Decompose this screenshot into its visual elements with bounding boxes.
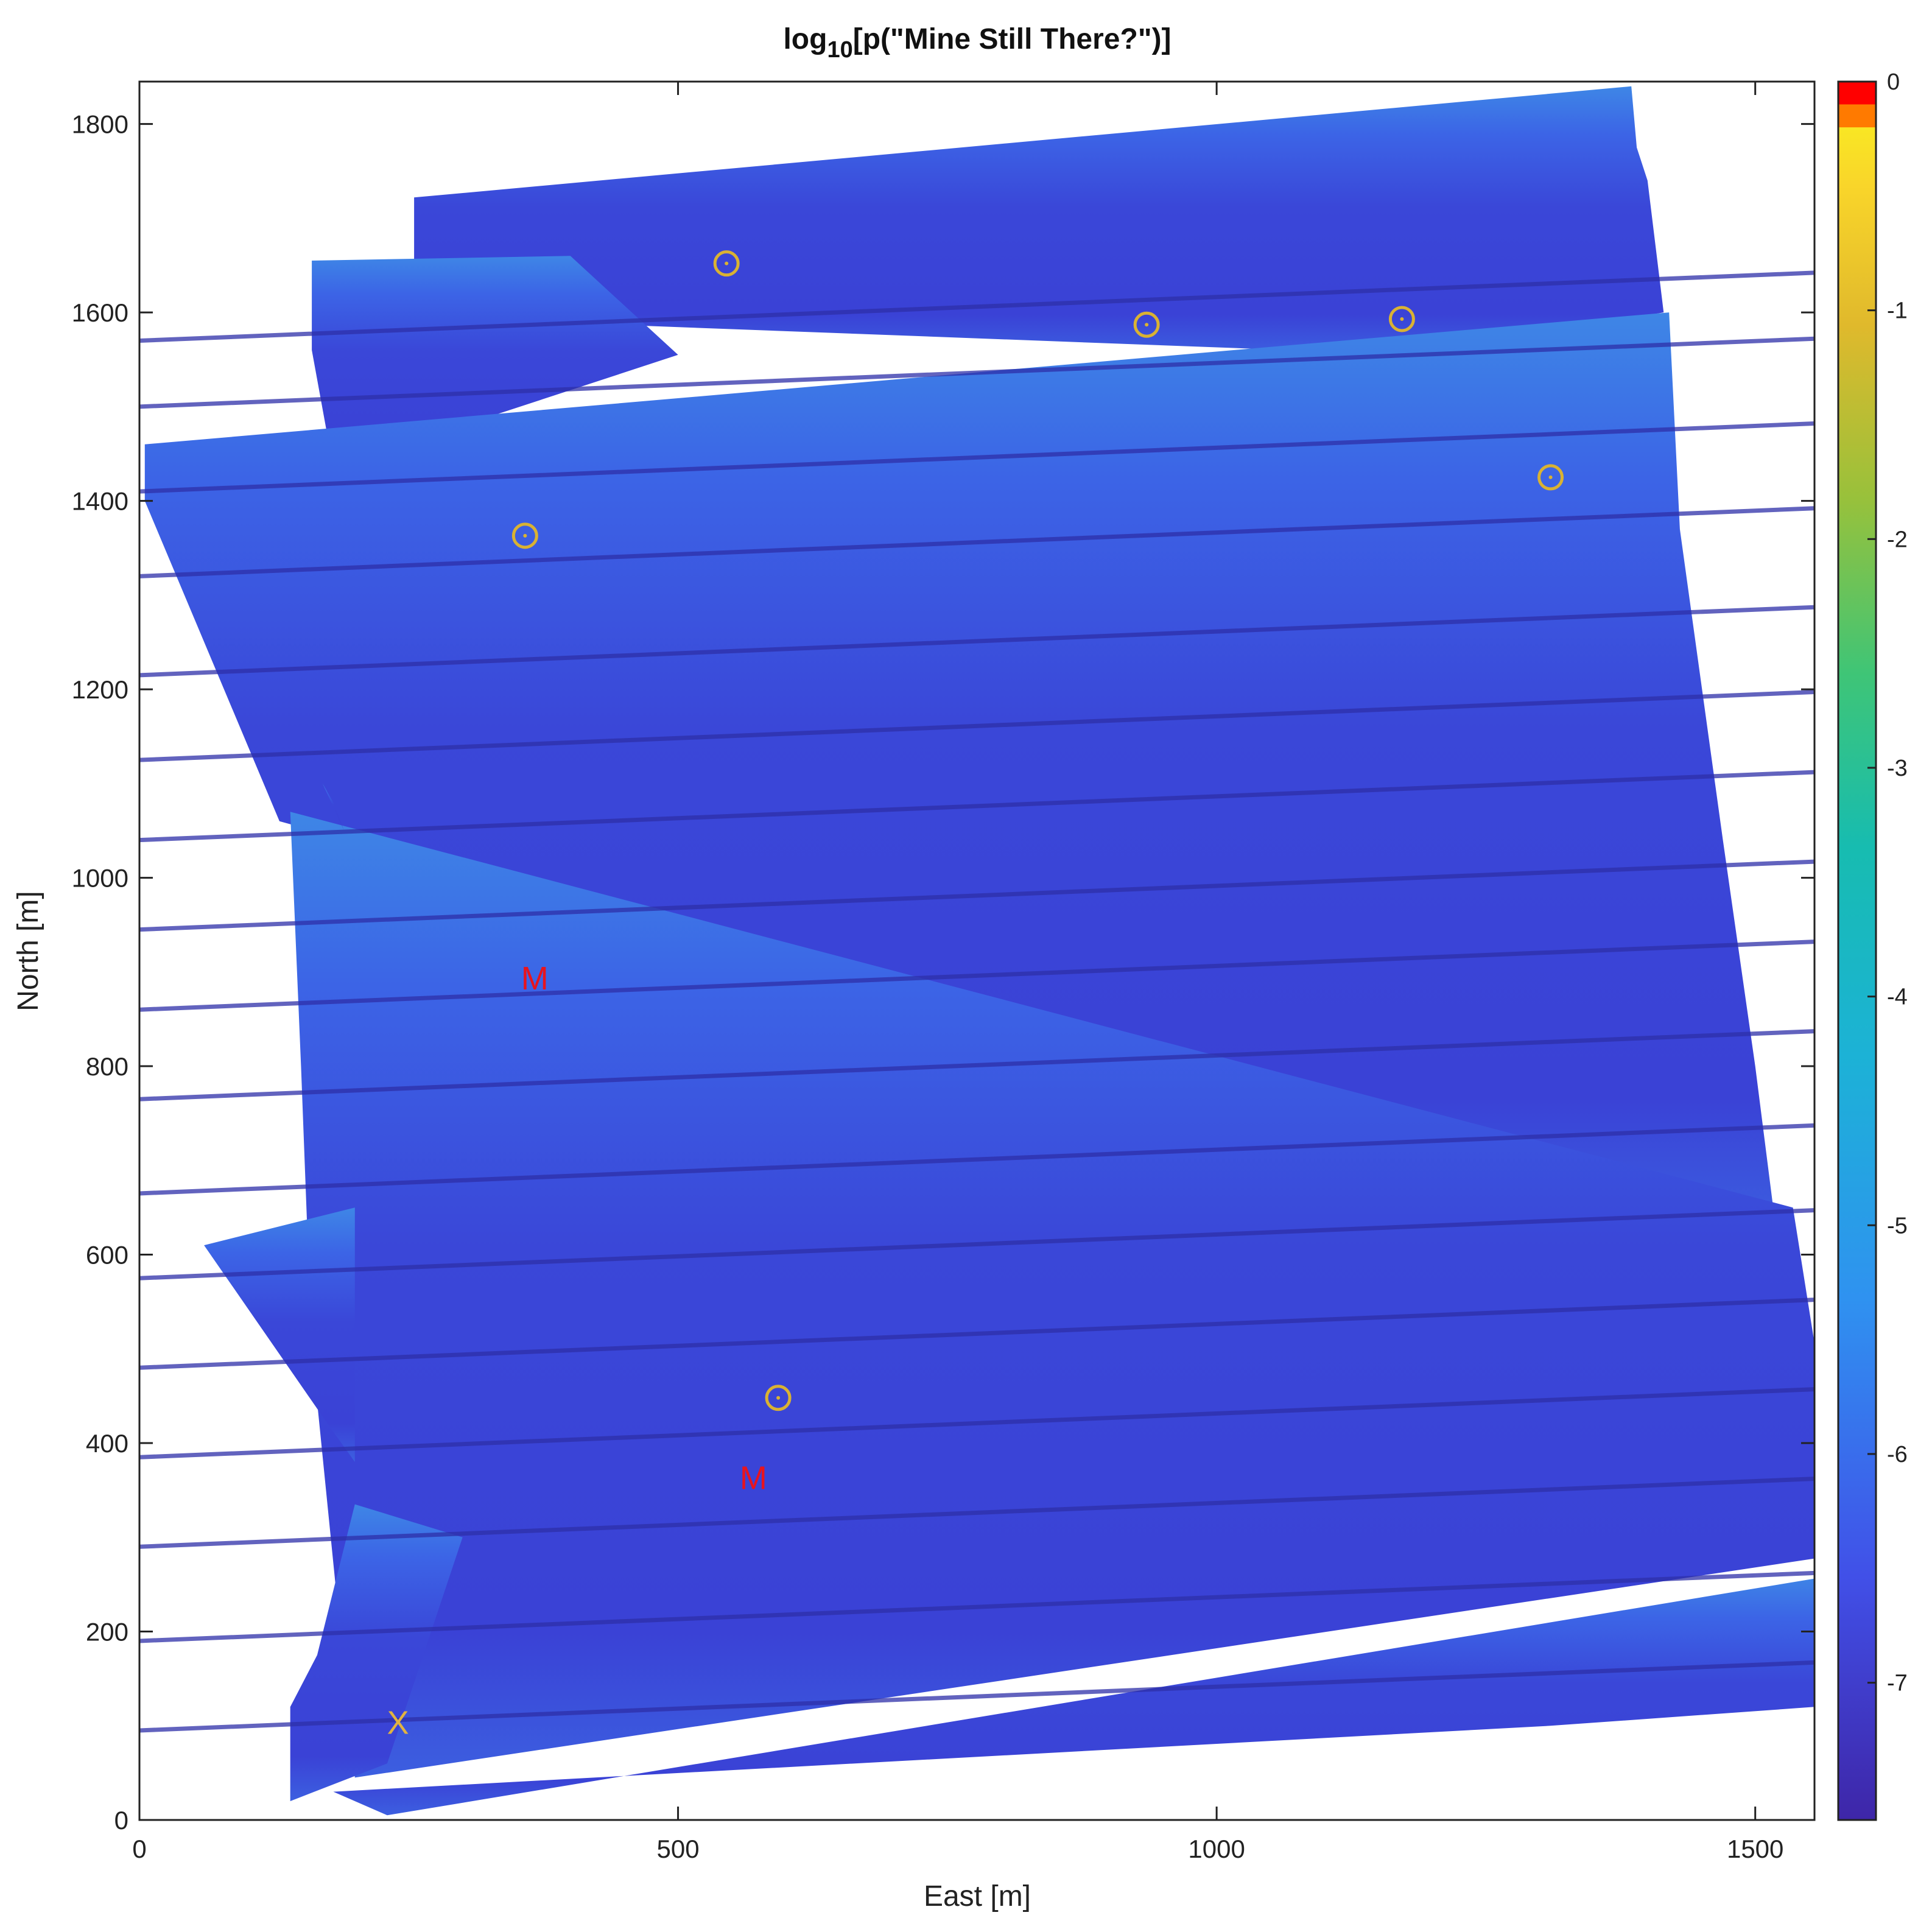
x-tick-label-1: 500 (657, 1835, 700, 1863)
pass-line-10 (139, 1123, 1814, 1196)
colorbar-top-bands (1838, 82, 1876, 128)
survey-patch-1 (312, 256, 678, 468)
survey-patch-0 (414, 86, 1664, 355)
marker-m-7: M (740, 1460, 767, 1496)
marker-circle-2 (1388, 306, 1415, 332)
pass-line-3 (139, 506, 1814, 578)
colorbar-tick-label-1: -1 (1887, 298, 1908, 324)
probability-field (144, 86, 1814, 1816)
pass-line-5 (139, 690, 1814, 762)
y-tick-label-9: 1800 (72, 110, 128, 139)
colorbar-tick-label-7: -7 (1887, 1671, 1908, 1696)
colorbar-band-0 (1838, 82, 1876, 105)
survey-patch-5 (322, 783, 345, 831)
chart-title-base: log (783, 23, 827, 55)
pass-line-0 (139, 270, 1814, 343)
marker-circle-0 (713, 250, 740, 277)
survey-patch-7 (333, 1578, 1814, 1816)
pass-lines (139, 270, 1814, 1733)
marker-dot-3 (1548, 475, 1553, 479)
survey-patch-6 (290, 1504, 463, 1802)
marker-circle-3 (1537, 464, 1564, 491)
y-tick-label-6: 1200 (72, 675, 128, 704)
colorbar-frame (1837, 80, 1877, 1821)
x-tick-label-2: 1000 (1188, 1835, 1245, 1863)
marker-m-6: M (521, 960, 549, 997)
colorbar-tick-label-5: -5 (1887, 1213, 1908, 1238)
pass-line-15 (139, 1570, 1814, 1643)
y-tick-label-8: 1600 (72, 298, 128, 327)
survey-patch-2 (144, 312, 1777, 1236)
plot-frame (138, 80, 1816, 1821)
pass-line-2 (139, 421, 1814, 494)
pass-line-4 (139, 605, 1814, 678)
marker-circle-5 (765, 1385, 792, 1411)
y-axis-label: North [m] (12, 891, 44, 1011)
marker-dot-5 (776, 1396, 781, 1400)
chart-title: log10[p("Mine Still There?")] (783, 23, 1171, 63)
pass-line-13 (139, 1387, 1814, 1460)
pass-line-8 (139, 940, 1814, 1012)
x-tick-label-3: 1500 (1727, 1835, 1783, 1863)
pass-line-14 (139, 1477, 1814, 1549)
pass-line-12 (139, 1298, 1814, 1370)
pass-line-6 (139, 770, 1814, 843)
x-tick-label-0: 0 (132, 1835, 146, 1863)
pass-line-16 (139, 1660, 1814, 1733)
marker-dot-0 (725, 261, 729, 265)
colorbar-tick-label-2: -2 (1887, 527, 1908, 552)
chart-title-subscript: 10 (827, 37, 852, 63)
marker-dot-1 (1145, 323, 1149, 327)
colorbar: 0 -1 -2 -3 -4 -5 -6 -7 (1837, 69, 1908, 1821)
x-axis-label: East [m] (924, 1880, 1031, 1913)
x-axis: 0 500 1000 1500 (132, 82, 1783, 1863)
chart-title-rest: [p("Mine Still There?")] (853, 23, 1171, 55)
marker-dot-4 (523, 533, 527, 538)
y-tick-label-1: 200 (86, 1618, 128, 1646)
y-tick-label-4: 800 (86, 1052, 128, 1081)
y-tick-label-2: 400 (86, 1429, 128, 1458)
pass-line-11 (139, 1208, 1814, 1280)
y-tick-label-5: 1000 (72, 864, 128, 893)
pass-line-9 (139, 1029, 1814, 1101)
colorbar-tick-label-6: -6 (1887, 1442, 1908, 1467)
pass-line-7 (139, 859, 1814, 932)
y-tick-label-0: 0 (114, 1806, 128, 1835)
colorbar-tick-label-4: -4 (1887, 985, 1908, 1010)
marker-circle-1 (1133, 311, 1160, 338)
target-markers: M M X (387, 250, 1564, 1741)
colorbar-ticks: 0 -1 -2 -3 -4 -5 -6 -7 (1867, 69, 1908, 1696)
marker-dot-2 (1400, 317, 1404, 321)
survey-patch-3 (290, 812, 1814, 1778)
pass-line-1 (139, 336, 1814, 409)
y-tick-label-7: 1400 (72, 487, 128, 516)
colorbar-tick-label-3: -3 (1887, 756, 1908, 781)
colorbar-tick-label-0: 0 (1887, 69, 1900, 95)
marker-circle-4 (511, 522, 538, 549)
y-tick-label-3: 600 (86, 1241, 128, 1270)
colorbar-band-1 (1838, 104, 1876, 128)
colorbar-gradient (1838, 82, 1876, 1820)
y-axis: 0 200 400 600 800 1000 1200 1400 1600 1800 (72, 110, 1814, 1835)
marker-x-8: X (387, 1705, 409, 1741)
